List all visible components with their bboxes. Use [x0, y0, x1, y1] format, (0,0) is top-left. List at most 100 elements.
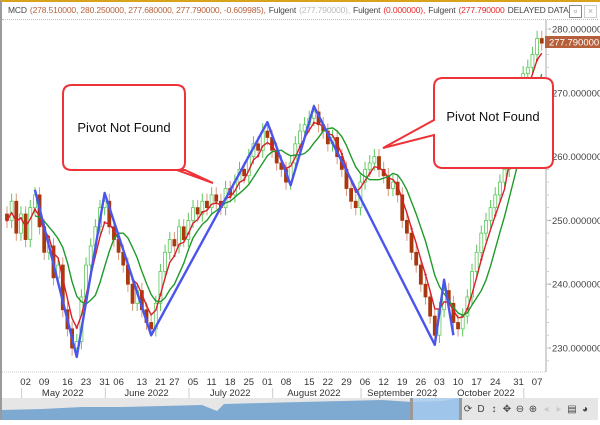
month-label: June 2022	[124, 388, 168, 398]
candle-down	[214, 194, 219, 202]
indicator-value: (277.790000	[458, 5, 505, 15]
x-tick-label: 21	[155, 377, 166, 388]
candle-down	[423, 283, 428, 298]
candle-up	[484, 219, 488, 234]
red-average-point	[382, 169, 385, 173]
x-tick-label: 25	[244, 377, 255, 388]
candle-down	[14, 200, 19, 234]
navigator-handle-left[interactable]	[410, 398, 413, 420]
close-icon[interactable]: ×	[584, 5, 597, 18]
candle-down	[432, 315, 437, 336]
vertical-scale-icon[interactable]: ↕	[491, 403, 497, 415]
candle-down	[242, 168, 247, 177]
red-average-point	[159, 293, 162, 296]
candle-up	[9, 200, 14, 221]
x-tick-label: 06	[360, 377, 371, 388]
red-average-line	[6, 52, 543, 330]
candle-up	[442, 290, 447, 311]
candle-up	[88, 245, 93, 266]
candle-down	[149, 322, 154, 330]
red-average-point	[270, 144, 274, 147]
time-navigator[interactable]	[2, 398, 598, 420]
maximize-icon[interactable]: ▫	[569, 5, 582, 18]
candle-down	[349, 188, 354, 202]
x-tick-label: 24	[490, 377, 501, 388]
x-tick-label: 16	[62, 377, 73, 388]
navigator-handle-right[interactable]	[459, 398, 462, 420]
scroll-right-icon[interactable]: ▸	[556, 403, 562, 415]
candle-up	[502, 168, 507, 183]
candle-down	[205, 200, 209, 209]
price-chart[interactable]: 230.000000 240.000000 250.000000 260.000000…	[0, 0, 600, 398]
red-average-point	[466, 307, 469, 311]
candle-down	[353, 200, 358, 209]
window-icon[interactable]: ▤	[567, 403, 577, 415]
callout-text: Pivot Not Found	[77, 120, 170, 135]
red-average-point	[424, 273, 427, 276]
candle-down	[130, 283, 135, 304]
x-tick-label: 10	[453, 377, 464, 388]
red-average-point	[61, 277, 64, 280]
callout-right: Pivot Not Found	[382, 77, 554, 169]
candle-down	[377, 156, 381, 170]
x-tick-label: 11	[207, 377, 217, 388]
red-average-point	[33, 208, 37, 211]
red-average-point	[201, 211, 204, 214]
x-tick-label: 08	[281, 377, 292, 388]
x-tick-label: 26	[416, 377, 427, 388]
candle-down	[256, 143, 261, 151]
candle-down	[414, 251, 419, 266]
last-price-badge: 277.790000	[545, 36, 600, 49]
y-tick-label: 250.000000	[552, 216, 600, 227]
navigator-series	[2, 398, 460, 420]
candle-up	[497, 181, 502, 196]
candle-up	[525, 66, 530, 75]
red-average-point	[47, 235, 51, 239]
move-icon[interactable]: ✥	[502, 403, 512, 415]
scroll-left-icon[interactable]: ◂	[543, 403, 549, 415]
callout-bubble	[382, 77, 554, 169]
x-tick-label: 07	[532, 377, 543, 388]
candle-down	[172, 239, 177, 247]
zoom-in-icon[interactable]: ⊕	[528, 403, 538, 415]
interval-button[interactable]: D	[477, 403, 485, 415]
candle-up	[367, 162, 372, 170]
x-tick-label: 06	[113, 377, 124, 388]
x-tick-label: 18	[225, 377, 236, 388]
red-average-point	[145, 304, 148, 307]
delayed-data-status: DELAYED DATA	[507, 5, 569, 15]
candle-up	[470, 271, 474, 298]
callout-left: Pivot Not Found	[62, 84, 214, 184]
palette-icon[interactable]: ◕	[581, 403, 589, 415]
candle-up	[163, 251, 168, 272]
indicator-value: (0.000000),	[383, 5, 426, 15]
zoom-out-icon[interactable]: ⊖	[515, 403, 525, 415]
candle-down	[409, 232, 414, 253]
navigator-window[interactable]	[412, 398, 460, 420]
candle-up	[474, 251, 479, 272]
red-average-point	[368, 172, 371, 175]
x-tick-label: 27	[169, 377, 180, 388]
refresh-icon[interactable]: ⟳	[463, 403, 473, 415]
red-average-point	[187, 232, 190, 235]
x-tick-label: 22	[323, 377, 334, 388]
month-label: October 2022	[457, 388, 515, 398]
red-average-point	[75, 326, 78, 329]
red-average-point	[5, 219, 9, 222]
x-tick-label: 31	[99, 377, 110, 388]
month-label: August 2022	[287, 388, 340, 398]
x-tick-label: 29	[341, 377, 352, 388]
last-price-label: 277.790000	[549, 38, 599, 49]
symbol-label: MCD	[8, 5, 27, 15]
candle-up	[372, 156, 377, 164]
x-tick-label: 23	[81, 377, 92, 388]
candle-up	[33, 194, 37, 209]
red-average-point	[396, 184, 399, 187]
y-tick-label: 270.000000	[552, 88, 600, 99]
candle-up	[460, 315, 465, 330]
red-average-point	[242, 178, 246, 181]
green-average-line	[34, 74, 543, 317]
x-tick-label: 19	[397, 377, 408, 388]
red-average-point	[452, 309, 455, 312]
